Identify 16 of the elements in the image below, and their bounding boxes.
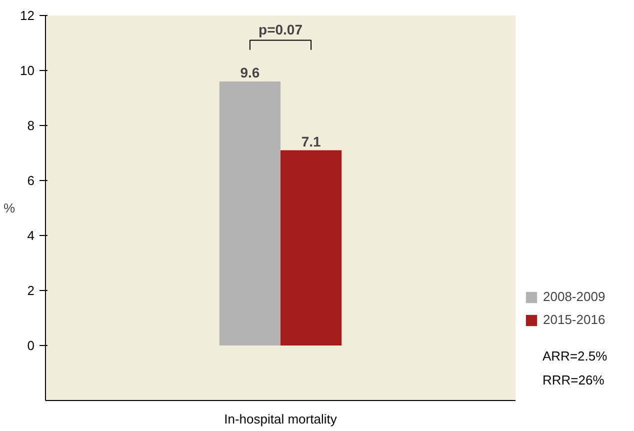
y-tick-label: 6 bbox=[27, 173, 35, 188]
text: RRR=26% bbox=[542, 372, 605, 388]
annotation: p=0.07 bbox=[258, 21, 303, 38]
text: ARR=2.5% bbox=[542, 348, 608, 364]
legend-label: 2015-2016 bbox=[543, 312, 606, 327]
y-tick-label: 10 bbox=[20, 63, 35, 78]
data-label: 9.6 bbox=[240, 64, 260, 80]
y-tick-label: 8 bbox=[27, 118, 35, 133]
y-tick-label: 2 bbox=[27, 283, 35, 298]
y-tick-label: 0 bbox=[27, 338, 35, 353]
y-tick-label: 12 bbox=[20, 8, 35, 23]
x-tick-label: In-hospital mortality bbox=[224, 412, 338, 426]
data-label: 7.1 bbox=[301, 133, 321, 150]
y-tick-label: 4 bbox=[27, 228, 35, 243]
y-axis-title: % bbox=[3, 200, 16, 216]
legend-label: 2008-2009 bbox=[543, 289, 606, 304]
